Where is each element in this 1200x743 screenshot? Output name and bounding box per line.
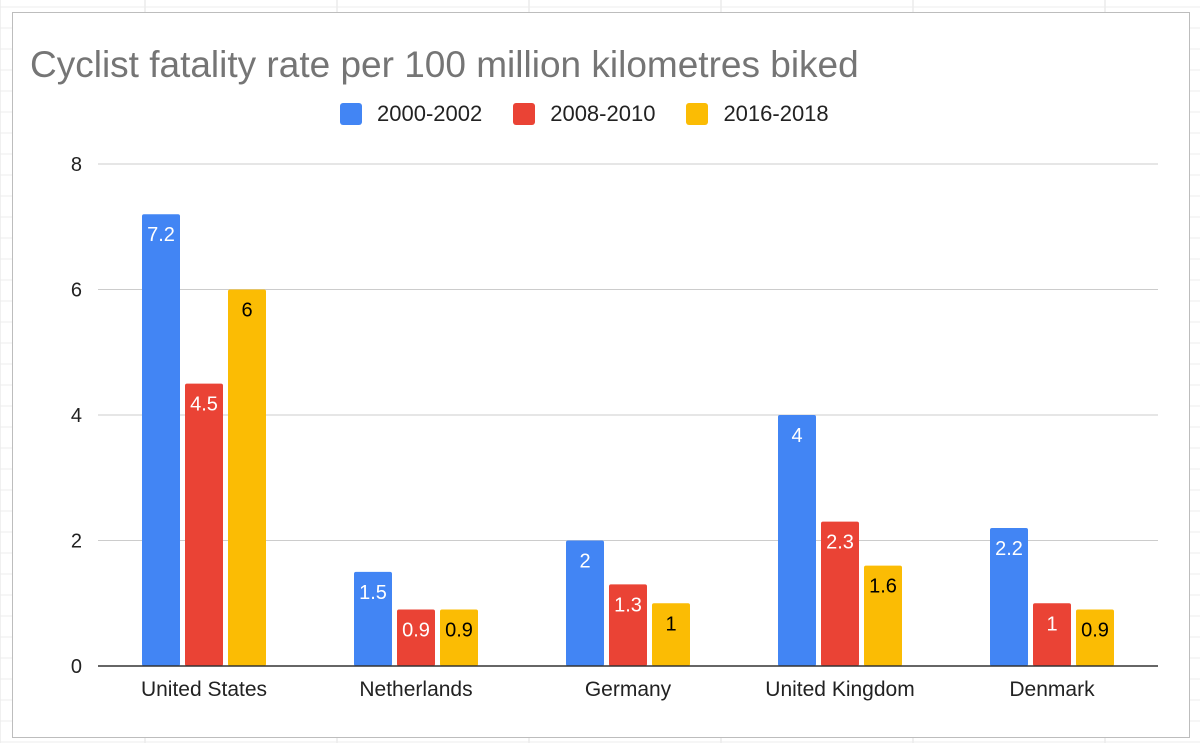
data-label-3-4: 1.6 [869,576,897,598]
x-tick-label: Germany [585,678,672,701]
x-tick-label: United States [141,678,267,701]
x-tick-label: Denmark [1009,678,1095,701]
legend-item-series-1[interactable]: 2000-2002 [340,101,482,127]
x-tick-label: Netherlands [359,678,472,701]
bar-3-3[interactable] [652,603,690,666]
bar-1-1[interactable] [142,214,180,666]
bar-2-3[interactable] [609,584,647,666]
bar-3-1[interactable] [228,289,266,667]
data-label-3-2: 0.9 [445,620,473,642]
legend: 2000-2002 2008-2010 2016-2018 [340,101,860,127]
x-tick-label: United Kingdom [765,678,914,701]
data-label-1-1: 7.2 [147,224,175,246]
bar-1-5[interactable] [990,527,1028,666]
bar-2-4[interactable] [821,521,859,666]
legend-swatch-series-3 [686,103,709,125]
bar-1-3[interactable] [566,540,604,667]
data-label-2-5: 1 [1046,613,1057,635]
chart-title: Cyclist fatality rate per 100 million ki… [30,44,859,85]
y-tick-label: 0 [71,656,82,678]
bar-1-2[interactable] [354,571,392,666]
legend-swatch-series-1 [340,103,362,125]
bar-1-4[interactable] [778,415,816,666]
bar-3-4[interactable] [864,565,902,666]
bar-2-5[interactable] [1033,603,1071,666]
legend-item-series-2[interactable]: 2008-2010 [513,101,655,127]
data-label-1-3: 2 [579,551,590,573]
bar-3-2[interactable] [440,609,478,666]
data-label-1-5: 2.2 [995,538,1023,560]
y-tick-label: 6 [71,280,82,302]
bar-3-5[interactable] [1076,609,1114,666]
data-label-3-5: 0.9 [1081,620,1109,642]
legend-label-series-3: 2016-2018 [723,101,829,126]
legend-item-series-3[interactable]: 2016-2018 [686,101,829,127]
data-label-1-2: 1.5 [359,582,387,604]
legend-swatch-series-2 [513,103,536,125]
legend-label-series-2: 2008-2010 [550,101,656,126]
data-label-2-1: 4.5 [190,394,218,416]
bar-2-1[interactable] [185,383,223,666]
y-tick-label: 8 [71,154,82,176]
data-label-2-3: 1.3 [614,594,642,616]
data-label-2-4: 2.3 [826,532,854,554]
data-label-3-1: 6 [241,300,252,322]
legend-label-series-1: 2000-2002 [377,101,483,126]
data-label-1-4: 4 [791,425,802,447]
bar-2-2[interactable] [397,609,435,666]
y-tick-label: 4 [71,405,82,427]
data-label-2-2: 0.9 [402,620,430,642]
y-tick-label: 2 [71,531,82,553]
data-label-3-3: 1 [665,613,676,635]
